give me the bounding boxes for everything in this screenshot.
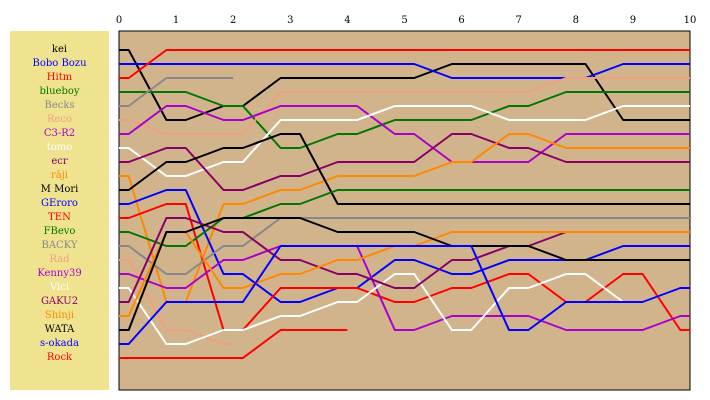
series-line-7 <box>119 105 690 177</box>
series-line-6 <box>119 105 690 163</box>
x-tick-label: 5 <box>401 15 407 26</box>
series-line-16 <box>119 245 690 331</box>
series-lines <box>119 49 690 359</box>
legend-entry: blueboy <box>39 86 80 97</box>
legend-entry: Bobo Bozu <box>32 58 87 69</box>
series-line-10 <box>119 133 690 205</box>
series-line-8 <box>119 133 690 191</box>
series-line-21 <box>119 245 690 345</box>
legend-entry: tomo <box>46 142 73 153</box>
series-line-9 <box>119 133 690 303</box>
series-line-14 <box>119 217 690 275</box>
x-tick-label: 7 <box>516 15 522 26</box>
series-line-4 <box>119 77 234 107</box>
legend-entry: kei <box>51 44 68 55</box>
legend-entry: Rad <box>49 254 70 265</box>
x-tick-label: 4 <box>344 15 350 26</box>
legend-entry: Hitm <box>46 72 73 83</box>
x-tick-label: 3 <box>287 15 293 26</box>
x-axis-tick-labels: 0 1 2 3 4 5 6 7 8 9 10 <box>116 15 697 26</box>
legend-entry: GAKU2 <box>40 296 79 307</box>
legend-entry: GEroro <box>41 198 78 209</box>
x-tick-label: 0 <box>116 15 122 26</box>
legend-entry: Shinji <box>44 310 75 321</box>
legend: kei Bobo Bozu Hitm blueboy Becks Reco C3-R2 tom… <box>10 31 109 390</box>
legend-entry: Rock <box>46 352 73 363</box>
series-line-20 <box>119 217 690 331</box>
x-tick-label: 10 <box>684 15 697 26</box>
legend-entry: s-okada <box>40 338 79 349</box>
legend-entry: Vici <box>49 282 70 293</box>
series-line-17 <box>119 273 690 345</box>
legend-entry: WATA <box>44 324 75 335</box>
legend-entry: Kenny39 <box>37 268 82 279</box>
series-line-22 <box>119 329 348 359</box>
x-tick-label: 6 <box>458 15 464 26</box>
legend-entry: BACKY <box>41 240 78 251</box>
legend-entry: C3-R2 <box>43 128 76 139</box>
series-line-3 <box>119 91 690 149</box>
x-tick-label: 2 <box>230 15 236 26</box>
legend-entry: TEN <box>48 212 71 223</box>
x-tick-label: 9 <box>630 15 636 26</box>
x-tick-label: 1 <box>173 15 179 26</box>
x-tick-label: 8 <box>573 15 579 26</box>
series-line-2 <box>119 49 690 79</box>
series-line-15 <box>119 259 234 345</box>
legend-entry: ecr <box>51 156 68 167</box>
legend-entry: Reco <box>46 114 73 125</box>
series-line-5 <box>119 77 690 135</box>
legend-entry: FBevo <box>43 226 76 237</box>
legend-entry: Becks <box>44 100 75 111</box>
legend-entry: M Mori <box>40 184 79 195</box>
legend-entry: rāji <box>50 170 69 181</box>
